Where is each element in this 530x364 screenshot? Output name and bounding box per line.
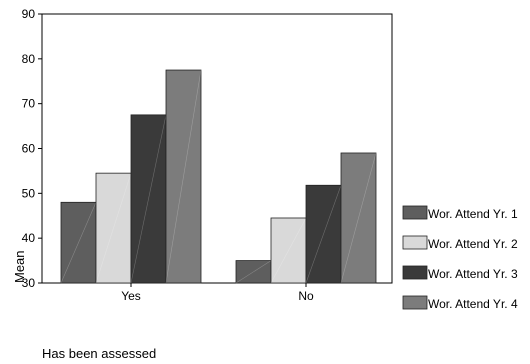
y-tick-label: 40 bbox=[22, 231, 36, 245]
y-tick-label: 80 bbox=[22, 52, 36, 66]
x-axis-title: Has been assessed bbox=[42, 346, 156, 361]
y-tick-label: 60 bbox=[22, 142, 36, 156]
legend-label: Wor. Attend Yr. 1 bbox=[428, 207, 518, 221]
bar bbox=[95, 172, 132, 284]
x-tick-label: Yes bbox=[121, 289, 141, 303]
legend-swatch bbox=[402, 235, 428, 250]
y-tick-label: 30 bbox=[22, 276, 36, 290]
y-tick-label: 90 bbox=[22, 7, 36, 21]
bar-diagonal bbox=[165, 69, 202, 284]
legend: Wor. Attend Yr. 1 Wor. Attend Yr. 2 Wor. A… bbox=[402, 205, 518, 311]
legend-label: Wor. Attend Yr. 3 bbox=[428, 267, 518, 281]
x-tick-label: No bbox=[298, 289, 314, 303]
bar-diagonal bbox=[130, 114, 167, 284]
bar bbox=[340, 152, 377, 284]
legend-label: Wor. Attend Yr. 2 bbox=[428, 237, 518, 251]
legend-label: Wor. Attend Yr. 4 bbox=[428, 297, 518, 311]
bars bbox=[60, 69, 377, 284]
legend-swatch bbox=[402, 265, 428, 280]
legend-swatch bbox=[402, 205, 428, 220]
x-axis-ticks: Yes No bbox=[121, 283, 314, 303]
bar-diagonal bbox=[270, 217, 307, 284]
bar bbox=[130, 114, 167, 284]
y-tick-label: 50 bbox=[22, 186, 36, 200]
bar-diagonal bbox=[95, 173, 132, 284]
bar-diagonal bbox=[235, 260, 272, 284]
bar-diagonal bbox=[305, 185, 342, 284]
legend-swatch bbox=[402, 295, 428, 310]
bar bbox=[305, 184, 342, 284]
y-axis-title: Mean bbox=[12, 250, 27, 283]
bar-diagonal bbox=[60, 202, 97, 284]
y-axis-ticks: 30 40 50 60 70 80 90 bbox=[22, 7, 42, 290]
bar bbox=[165, 69, 202, 284]
bar-diagonal bbox=[340, 152, 377, 284]
y-tick-label: 70 bbox=[22, 97, 36, 111]
